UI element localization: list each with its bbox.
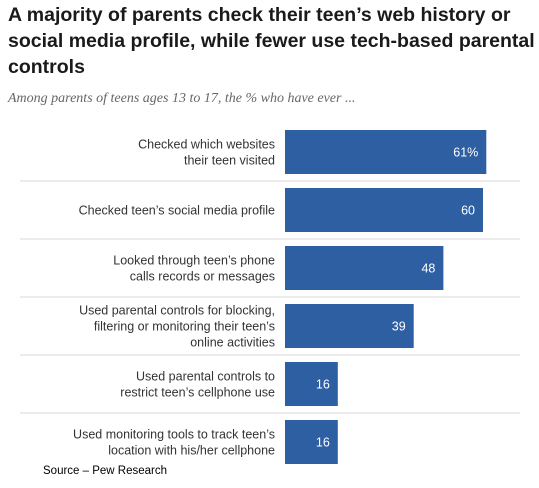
data-label: 48 [421,262,435,276]
bar [285,304,414,348]
category-label: Used parental controls for blocking, filt… [79,304,275,350]
chart-title: A majority of parents check their teen’s… [8,4,535,78]
source-note: Source – Pew Research [43,465,168,477]
bar [285,130,487,174]
bar [285,420,338,464]
chart-subtitle: Among parents of teens ages 13 to 17, th… [8,91,356,106]
data-label: 61% [453,146,478,160]
bar [285,362,338,406]
bar [285,246,444,290]
data-label: 16 [316,378,330,392]
category-label: Used monitoring tools to track teen’s loc… [73,428,275,458]
data-label: 39 [392,320,406,334]
category-label: Looked through teen’s phone calls records… [113,254,275,284]
category-label: Checked which websites their teen visited [138,138,275,168]
category-label: Used parental controls to restrict teen’s… [120,370,275,400]
bar [285,188,483,232]
category-label: Checked teen’s social media profile [79,204,275,218]
data-label: 60 [461,204,475,218]
data-label: 16 [316,436,330,450]
